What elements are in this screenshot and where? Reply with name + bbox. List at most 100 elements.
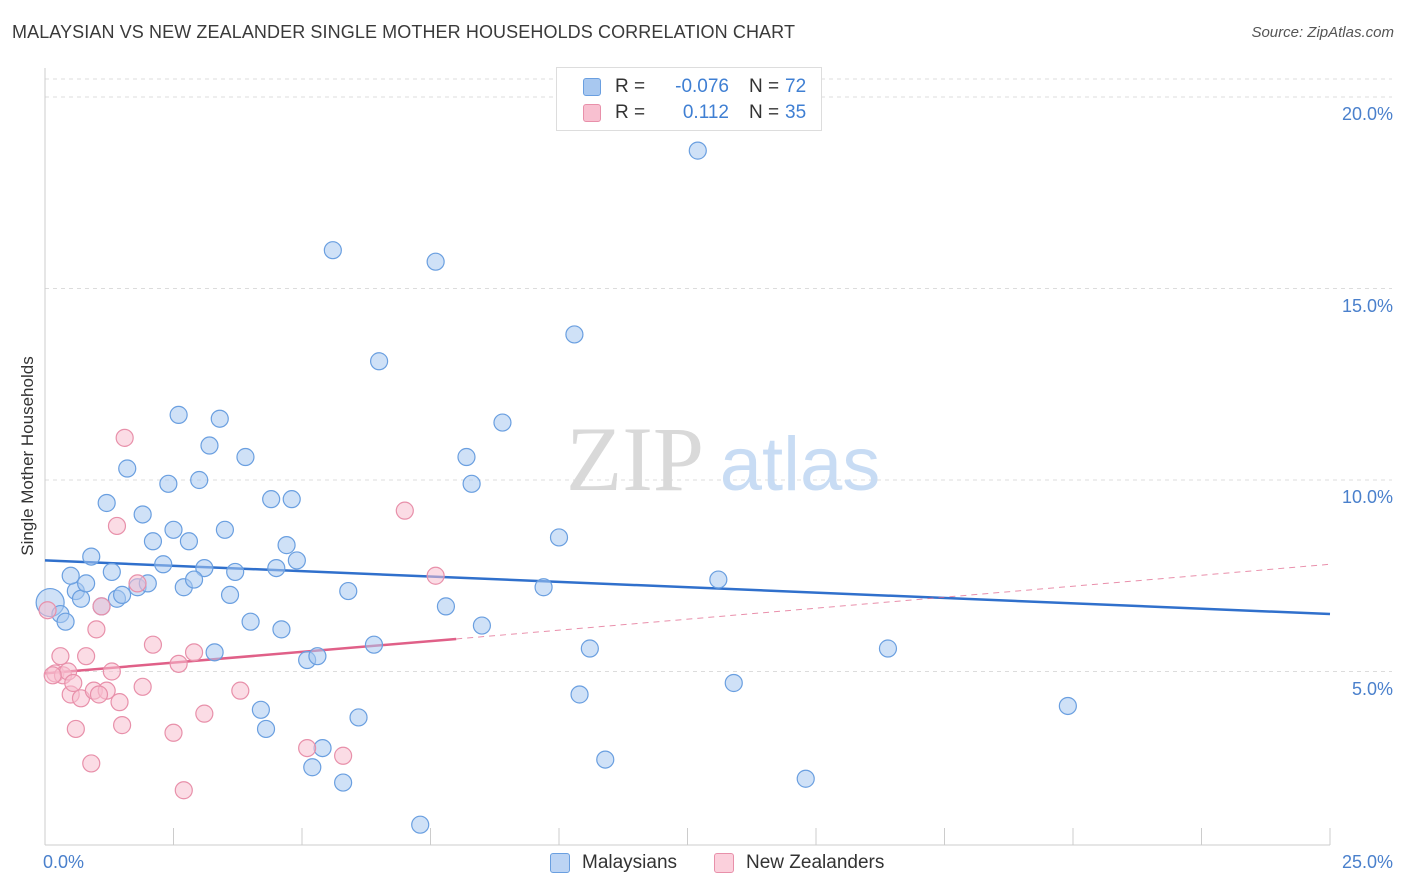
point-malaysian <box>426 252 445 271</box>
point-malaysian <box>200 436 219 455</box>
r-value: 0.112 <box>682 102 729 123</box>
point-malaysian <box>272 620 291 639</box>
n-value: 35 <box>785 102 807 123</box>
point-new-zealander <box>395 501 414 520</box>
r-label: R = <box>615 76 646 97</box>
legend-swatch-malaysians <box>550 853 570 873</box>
y-tick-label: 20.0% <box>1341 104 1393 124</box>
point-new-zealander <box>164 723 183 742</box>
r-value: -0.076 <box>675 76 729 97</box>
point-malaysian <box>596 750 615 769</box>
point-new-zealander <box>77 647 96 666</box>
y-axis-label: Single Mother Households <box>18 356 37 556</box>
point-malaysian <box>143 532 163 551</box>
new-zealanders-swatch <box>583 104 601 122</box>
point-new-zealander <box>334 746 353 765</box>
point-new-zealander <box>128 574 147 593</box>
point-malaysian <box>179 532 199 551</box>
point-malaysian <box>339 581 358 601</box>
trend-line <box>44 559 1331 616</box>
legend-item-new-zealanders[interactable]: New Zealanders <box>714 852 884 874</box>
source-label: Source: ZipAtlas.com <box>1251 24 1394 41</box>
point-malaysian <box>282 490 301 509</box>
point-malaysian <box>313 738 332 758</box>
point-malaysian <box>71 589 91 608</box>
point-new-zealander <box>298 738 317 758</box>
point-malaysian <box>215 520 234 539</box>
point-malaysian <box>77 574 96 593</box>
watermark-zip: ZIP <box>566 408 704 510</box>
point-malaysian <box>210 409 229 428</box>
point-malaysian <box>159 474 178 493</box>
x-tick-label: 0.0% <box>43 852 85 872</box>
point-malaysian <box>462 474 481 493</box>
legend-label-malaysians: Malaysians <box>582 852 678 873</box>
point-new-zealander <box>89 685 109 704</box>
points-layer <box>35 141 1077 834</box>
point-malaysian <box>565 325 584 344</box>
point-malaysian <box>411 815 430 834</box>
point-malaysian <box>226 562 245 582</box>
point-malaysian <box>184 570 204 589</box>
point-malaysian <box>323 241 342 260</box>
point-new-zealander <box>102 662 121 681</box>
point-malaysian <box>308 647 327 666</box>
point-malaysian <box>534 578 553 597</box>
stats-row-new-zealanders: R = 0.112 N = 35 <box>583 101 806 125</box>
point-malaysian <box>287 551 306 570</box>
legend-label-new-zealanders: New Zealanders <box>746 852 885 873</box>
point-malaysian <box>436 597 456 616</box>
point-malaysian <box>190 470 209 490</box>
legend-swatch-new-zealanders <box>714 853 734 873</box>
point-malaysian <box>796 769 815 788</box>
point-malaysian <box>878 639 898 658</box>
point-new-zealander <box>92 597 111 616</box>
point-malaysian <box>262 490 281 509</box>
point-new-zealander <box>184 643 204 662</box>
point-malaysian <box>688 141 707 160</box>
malaysians-swatch <box>583 78 601 96</box>
point-malaysian <box>370 352 389 371</box>
point-new-zealander <box>169 654 188 673</box>
y-tick-label: 10.0% <box>1341 487 1393 507</box>
point-malaysian <box>205 643 224 662</box>
point-malaysian <box>493 413 512 432</box>
y-tick-label: 15.0% <box>1341 295 1393 316</box>
point-malaysian <box>82 547 101 566</box>
point-new-zealander <box>66 719 85 739</box>
stats-legend: R = -0.076 N = 72 R = 0.112 N = 35 <box>556 67 822 131</box>
point-new-zealander <box>195 704 214 723</box>
point-malaysian <box>154 555 173 574</box>
point-malaysian <box>334 773 353 792</box>
point-malaysian <box>220 585 240 605</box>
point-new-zealander <box>112 716 132 735</box>
n-label: N = <box>749 102 780 123</box>
point-new-zealander <box>174 781 193 800</box>
watermark-atlas: atlas <box>720 422 881 507</box>
point-new-zealander <box>143 635 163 654</box>
point-malaysian <box>549 528 569 547</box>
axis-layer <box>44 68 1331 846</box>
stats-row-malaysians: R = -0.076 N = 72 <box>583 75 806 99</box>
point-malaysian <box>56 612 75 631</box>
point-malaysian <box>256 719 276 739</box>
watermark: ZIP atlas <box>566 408 880 510</box>
trend-extension <box>456 563 1331 640</box>
point-malaysian <box>195 558 214 578</box>
point-malaysian <box>164 520 183 539</box>
point-malaysian <box>251 700 270 719</box>
point-malaysian <box>303 758 322 777</box>
x-tick-label: 25.0% <box>1341 852 1393 872</box>
point-new-zealander <box>64 673 83 693</box>
point-new-zealander <box>38 601 57 620</box>
point-malaysian <box>241 612 260 631</box>
point-malaysian <box>472 616 491 635</box>
point-new-zealander <box>107 516 127 536</box>
point-malaysian <box>169 405 188 424</box>
legend-item-malaysians[interactable]: Malaysians <box>550 852 677 874</box>
point-new-zealander <box>133 677 152 696</box>
point-malaysian <box>570 685 589 704</box>
point-malaysian <box>724 673 743 693</box>
point-malaysian <box>457 447 476 467</box>
